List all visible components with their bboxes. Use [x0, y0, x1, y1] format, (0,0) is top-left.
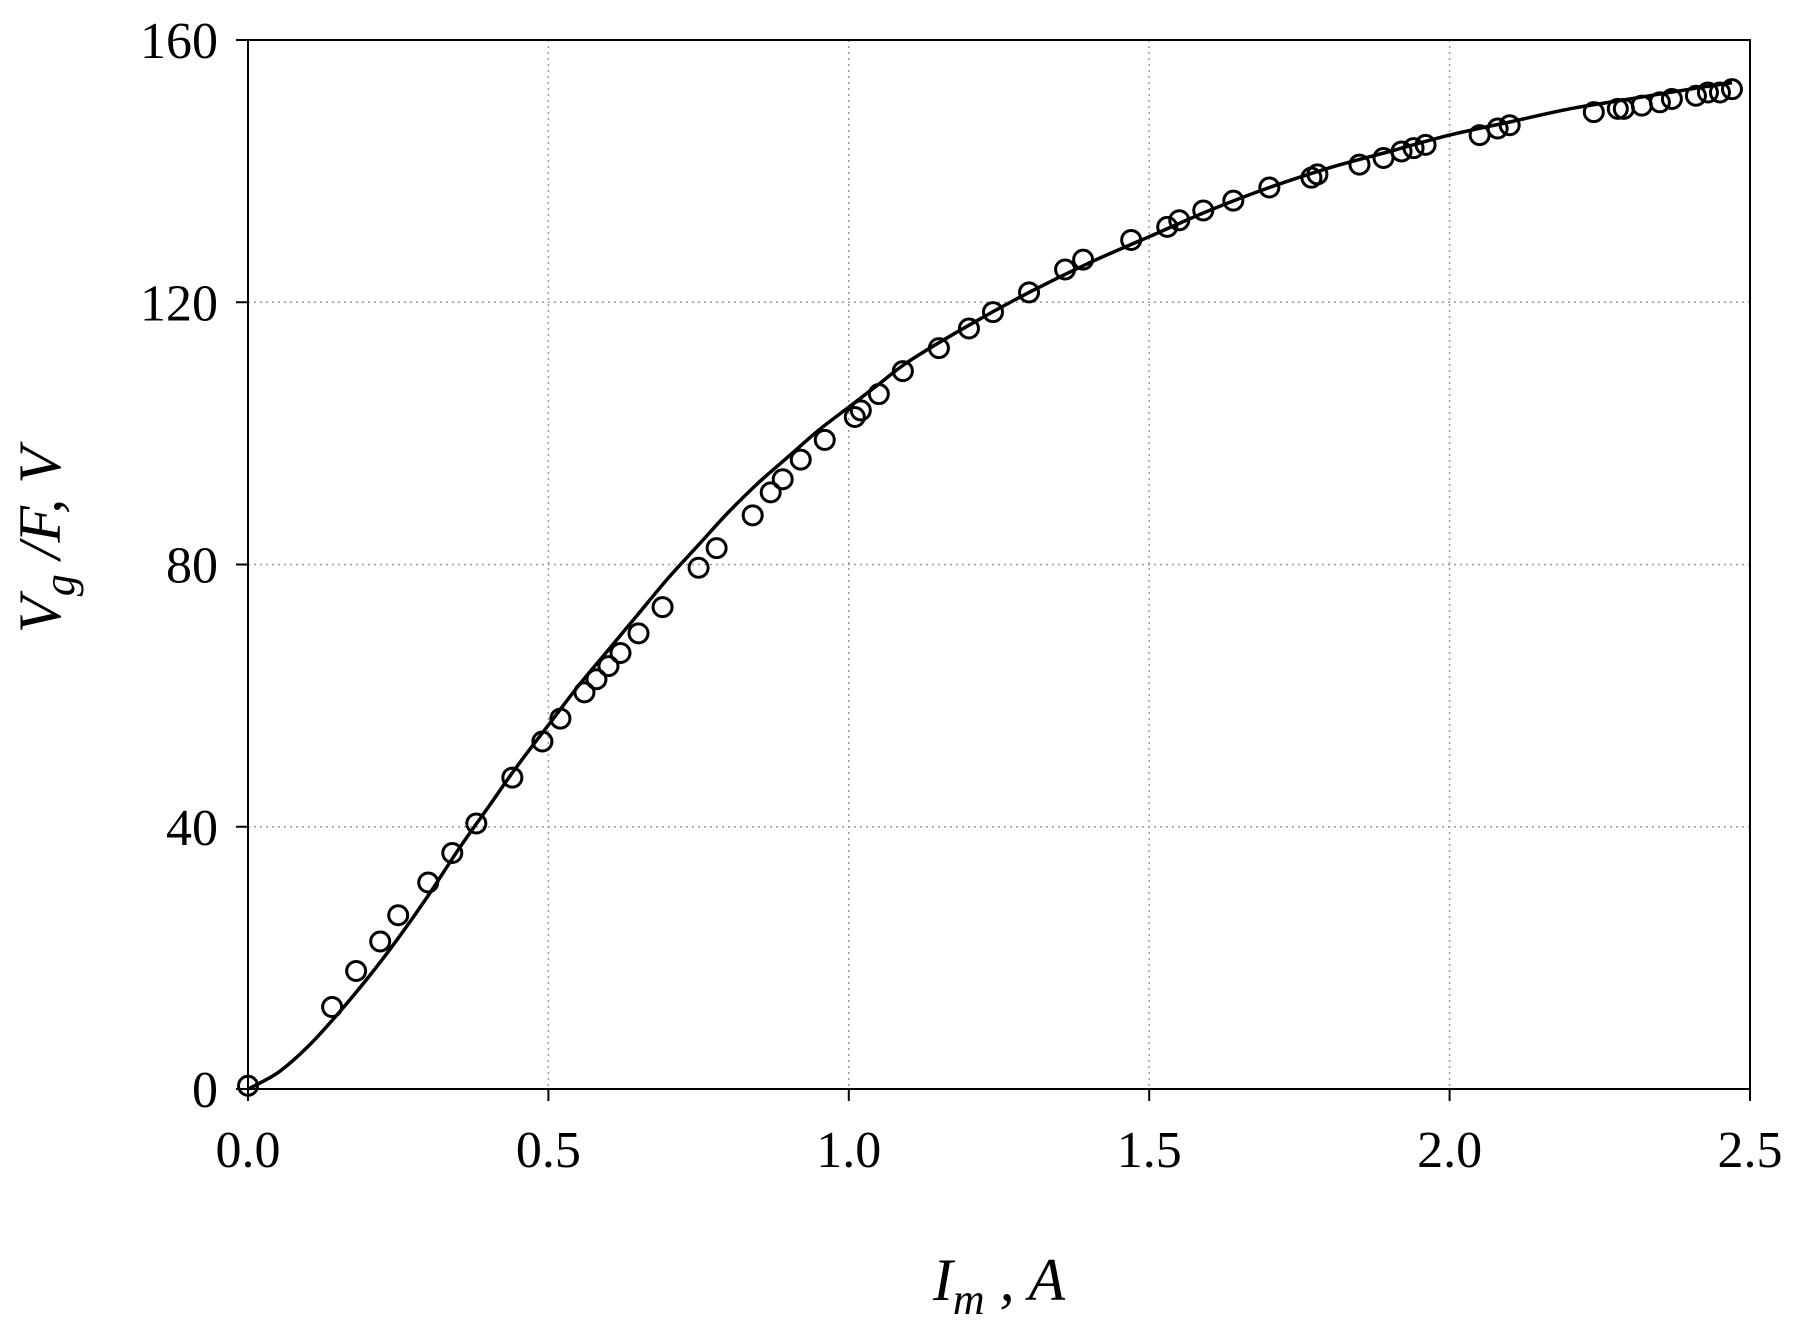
- data-point: [705, 537, 728, 560]
- x-axis-label: Im , A: [932, 1247, 1066, 1324]
- y-tick-label: 80: [166, 538, 218, 595]
- data-point: [465, 812, 488, 835]
- data-point: [687, 556, 710, 579]
- data-point: [813, 428, 836, 451]
- data-markers: [237, 78, 1743, 1097]
- data-point: [1660, 88, 1683, 111]
- x-axis-label-main: I: [932, 1247, 956, 1313]
- x-tick-label: 0.0: [216, 1122, 281, 1179]
- data-point: [1168, 209, 1191, 232]
- y-tick-label: 120: [140, 275, 218, 332]
- grid-lines: [248, 40, 1750, 1089]
- data-point: [1072, 248, 1095, 271]
- y-tick-label: 0: [192, 1062, 218, 1119]
- data-point: [1018, 281, 1041, 304]
- data-point: [1720, 78, 1743, 101]
- data-point: [1498, 114, 1521, 137]
- data-point: [627, 622, 650, 645]
- data-point: [1156, 215, 1179, 238]
- data-point: [1258, 176, 1281, 199]
- data-point: [1390, 140, 1413, 163]
- data-point: [501, 766, 524, 789]
- y-tick-label: 160: [140, 13, 218, 70]
- data-point: [597, 655, 620, 678]
- y-axis-label-rest: /F, V: [7, 441, 73, 575]
- data-point: [585, 668, 608, 691]
- y-tick-labels: 0 40 80 120 160: [140, 13, 218, 1119]
- data-point: [651, 596, 674, 619]
- x-tick-label: 2.0: [1417, 1122, 1482, 1179]
- data-point: [1486, 117, 1509, 140]
- x-tick-label: 1.0: [816, 1122, 881, 1179]
- data-point: [927, 337, 950, 360]
- x-tick-label: 0.5: [516, 1122, 581, 1179]
- data-point: [1696, 81, 1719, 104]
- x-axis-label-sub: m: [953, 1275, 985, 1324]
- data-point: [741, 504, 764, 527]
- data-point: [531, 730, 554, 753]
- data-point: [1222, 189, 1245, 212]
- axis-ticks: [236, 39, 1751, 1101]
- y-axis-label: Vg /F, V: [7, 441, 84, 633]
- x-tick-label: 2.5: [1718, 1122, 1783, 1179]
- data-point: [1630, 94, 1653, 117]
- data-point: [957, 317, 980, 340]
- data-point: [1648, 91, 1671, 114]
- data-point: [609, 642, 632, 665]
- data-point: [549, 707, 572, 730]
- fit-line: [247, 80, 1733, 1091]
- data-point: [1054, 258, 1077, 281]
- data-point: [789, 448, 812, 471]
- x-axis-label-rest: , A: [985, 1247, 1066, 1313]
- data-point: [771, 468, 794, 491]
- x-tick-labels: 0.0 0.5 1.0 1.5 2.0 2.5: [216, 1122, 1783, 1179]
- x-tick-label: 1.5: [1117, 1122, 1182, 1179]
- data-point: [321, 996, 344, 1019]
- data-point: [1582, 101, 1605, 124]
- data-point: [1120, 228, 1143, 251]
- data-point: [1606, 97, 1629, 120]
- data-point: [891, 360, 914, 383]
- data-point: [1402, 137, 1425, 160]
- data-point: [345, 959, 368, 982]
- data-point: [573, 681, 596, 704]
- data-point: [237, 1074, 259, 1097]
- data-point: [981, 301, 1004, 324]
- y-tick-label: 40: [166, 800, 218, 857]
- data-point: [1192, 199, 1215, 222]
- data-point: [843, 405, 866, 428]
- data-point: [369, 930, 392, 953]
- data-point: [1414, 133, 1437, 156]
- data-point: [441, 841, 464, 864]
- data-point: [1708, 81, 1731, 104]
- y-axis-label-sub: g: [35, 574, 84, 596]
- data-point: [867, 383, 890, 406]
- data-point: [849, 399, 872, 422]
- y-axis-label-main: V: [7, 590, 73, 633]
- data-point: [1348, 153, 1371, 176]
- data-point: [1306, 163, 1329, 186]
- data-point: [417, 871, 440, 894]
- data-point: [387, 904, 410, 927]
- data-point: [1684, 84, 1707, 107]
- data-point: [759, 481, 782, 504]
